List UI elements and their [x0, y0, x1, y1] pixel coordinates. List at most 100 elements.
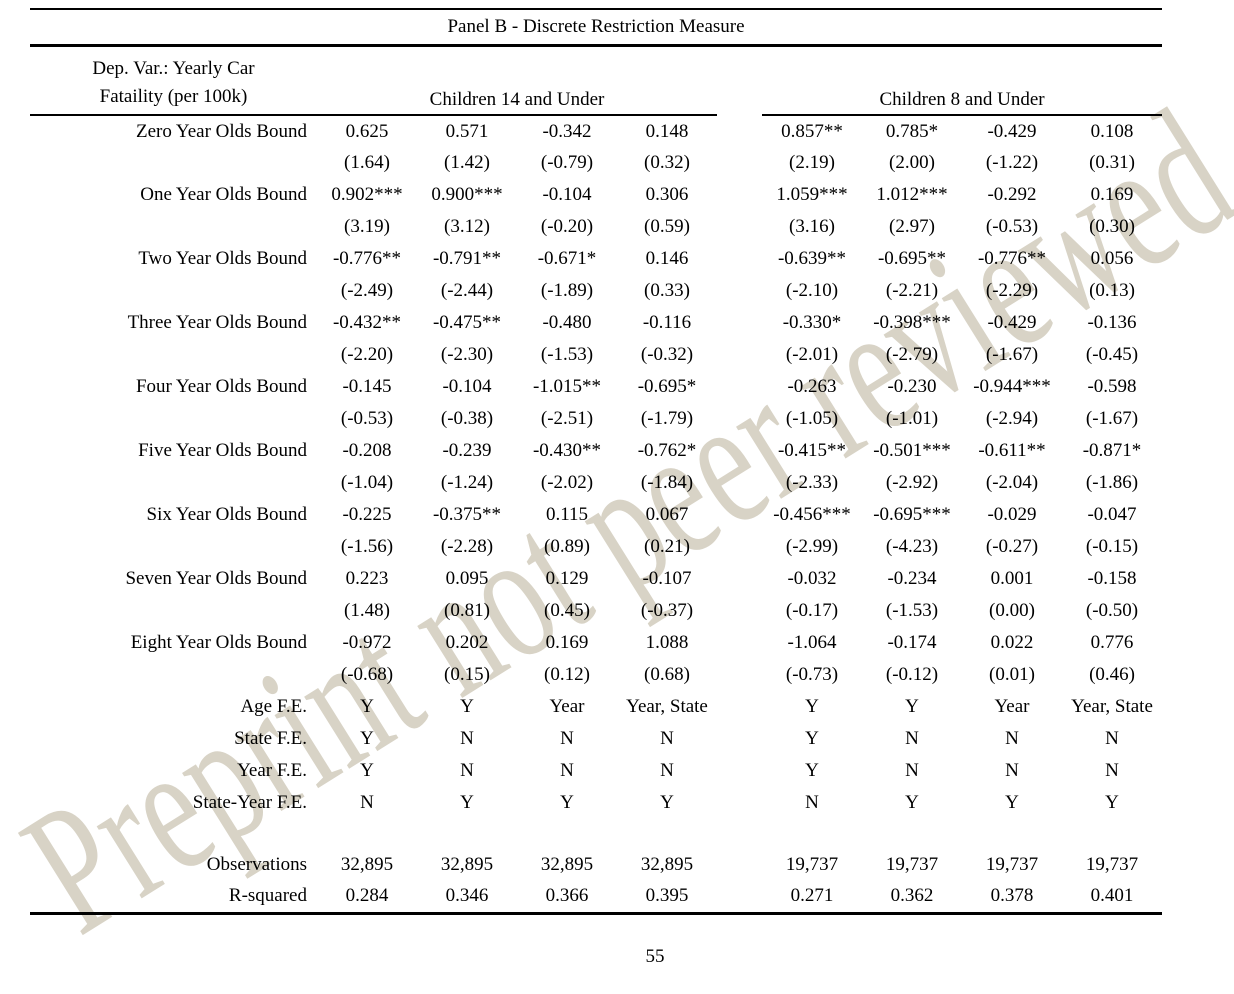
- column-gap: [717, 243, 762, 275]
- row-label: [30, 339, 317, 371]
- data-cell: -0.695**: [877, 248, 947, 269]
- data-cell: 0.169: [545, 632, 589, 653]
- column-gap: [717, 371, 762, 403]
- data-cell: N: [1105, 728, 1119, 749]
- row-label: Year F.E.: [237, 760, 307, 781]
- row-label: Seven Year Olds Bound: [125, 568, 307, 589]
- data-cell: 0.900***: [431, 184, 503, 205]
- data-cell: (-0.50): [1085, 600, 1139, 621]
- data-cell: Y: [360, 696, 374, 717]
- data-cell: -0.475**: [432, 312, 502, 333]
- data-cell: (-1.05): [785, 408, 839, 429]
- data-cell: (0.89): [544, 536, 590, 557]
- data-cell: N: [1105, 760, 1119, 781]
- data-cell: -0.116: [642, 312, 692, 333]
- data-cell: N: [1005, 760, 1019, 781]
- table-row: Observations 32,895 32,895 32,895 32,895 19,7…: [30, 849, 1162, 881]
- column-group-header-row: Dep. Var.: Yearly Car Fataility (per 100…: [30, 45, 1163, 116]
- paper-page: Panel B - Discrete Restriction Measure D…: [30, 8, 1163, 915]
- data-cell: -0.239: [442, 440, 492, 461]
- row-label: [30, 467, 317, 499]
- data-cell: -0.695*: [637, 376, 697, 397]
- data-cell: -0.230: [887, 376, 937, 397]
- data-cell: 0.776: [1090, 632, 1134, 653]
- data-cell: Y: [805, 728, 819, 749]
- data-cell: 0.395: [645, 885, 689, 907]
- row-label: Observations: [206, 854, 307, 875]
- data-cell: Y: [660, 792, 674, 813]
- data-cell: (-1.56): [340, 536, 394, 557]
- data-cell: (-2.79): [885, 344, 939, 365]
- panel-title-row: Panel B - Discrete Restriction Measure: [30, 8, 1163, 47]
- table-row: Year F.E. Y N N N Y N N N: [30, 755, 1162, 787]
- column-gap: [717, 435, 762, 467]
- data-cell: (-0.20): [540, 216, 594, 237]
- data-cell: 0.202: [445, 632, 489, 653]
- data-cell: -0.032: [787, 568, 837, 589]
- data-cell: N: [660, 728, 674, 749]
- row-label: Three Year Olds Bound: [127, 312, 307, 333]
- data-cell: Year: [994, 696, 1030, 717]
- data-cell: N: [460, 760, 474, 781]
- data-cell: -0.762*: [637, 440, 697, 461]
- table-row: R-squared 0.284 0.346 0.366 0.395 0.271 0.362 0…: [30, 881, 1162, 913]
- data-cell: 0.056: [1090, 248, 1134, 269]
- data-cell: -0.791**: [432, 248, 502, 269]
- table-row: State-Year F.E. N Y Y Y N Y Y Y: [30, 787, 1162, 819]
- data-cell: (-0.17): [785, 600, 839, 621]
- table-row: Age F.E. Y Y Year Year, State Y Y Year Year, Sta…: [30, 691, 1162, 723]
- data-cell: (3.19): [344, 216, 390, 237]
- row-label: State-Year F.E.: [192, 792, 307, 813]
- column-gap: [717, 787, 762, 819]
- data-cell: Y: [460, 696, 474, 717]
- column-gap: [717, 211, 762, 243]
- column-gap: [717, 115, 762, 147]
- empty-cell: [317, 819, 1162, 849]
- data-cell: (0.45): [544, 600, 590, 621]
- data-cell: 1.059***: [776, 184, 848, 205]
- data-cell: (1.48): [344, 600, 390, 621]
- data-cell: (-2.29): [985, 280, 1039, 301]
- row-label: [30, 595, 317, 627]
- data-cell: -0.208: [342, 440, 392, 461]
- data-cell: -0.263: [787, 376, 837, 397]
- row-label: Two Year Olds Bound: [138, 248, 307, 269]
- data-cell: -0.456***: [773, 504, 851, 525]
- column-gap: [717, 691, 762, 723]
- data-cell: 32,895: [540, 854, 594, 875]
- data-cell: 0.129: [545, 568, 589, 589]
- data-cell: 19,737: [785, 854, 839, 875]
- table-row: Seven Year Olds Bound 0.223 0.095 0.129 -0.1…: [30, 563, 1162, 595]
- column-gap: [717, 755, 762, 787]
- data-cell: 0.366: [545, 885, 589, 907]
- data-cell: 0.284: [345, 885, 389, 907]
- table-row: (-0.53) (-0.38) (-2.51) (-1.79) (-1.05) (-1.0…: [30, 403, 1162, 435]
- data-cell: (-0.38): [440, 408, 494, 429]
- data-cell: Y: [360, 728, 374, 749]
- data-cell: (-0.37): [640, 600, 694, 621]
- data-cell: 0.378: [990, 885, 1034, 907]
- data-cell: -0.107: [642, 568, 692, 589]
- data-cell: 0.067: [645, 504, 689, 525]
- data-cell: 19,737: [885, 854, 939, 875]
- data-cell: (-0.27): [985, 536, 1039, 557]
- column-gap: [717, 627, 762, 659]
- column-gap: [717, 307, 762, 339]
- data-cell: -0.330*: [782, 312, 842, 333]
- column-gap: [717, 179, 762, 211]
- data-cell: (-2.94): [985, 408, 1039, 429]
- table-row: One Year Olds Bound 0.902*** 0.900*** -0.10…: [30, 179, 1162, 211]
- data-cell: Y: [805, 760, 819, 781]
- data-cell: -0.776**: [977, 248, 1047, 269]
- table-row: Five Year Olds Bound -0.208 -0.239 -0.430**…: [30, 435, 1162, 467]
- data-cell: -0.639**: [777, 248, 847, 269]
- column-gap: [717, 499, 762, 531]
- data-cell: 0.095: [445, 568, 489, 589]
- row-label: Six Year Olds Bound: [146, 504, 307, 525]
- data-cell: N: [460, 728, 474, 749]
- data-cell: (-1.84): [640, 472, 694, 493]
- data-cell: -0.292: [987, 184, 1037, 205]
- data-cell: (1.42): [444, 152, 490, 173]
- data-cell: Y: [905, 792, 919, 813]
- data-cell: (-0.15): [1085, 536, 1139, 557]
